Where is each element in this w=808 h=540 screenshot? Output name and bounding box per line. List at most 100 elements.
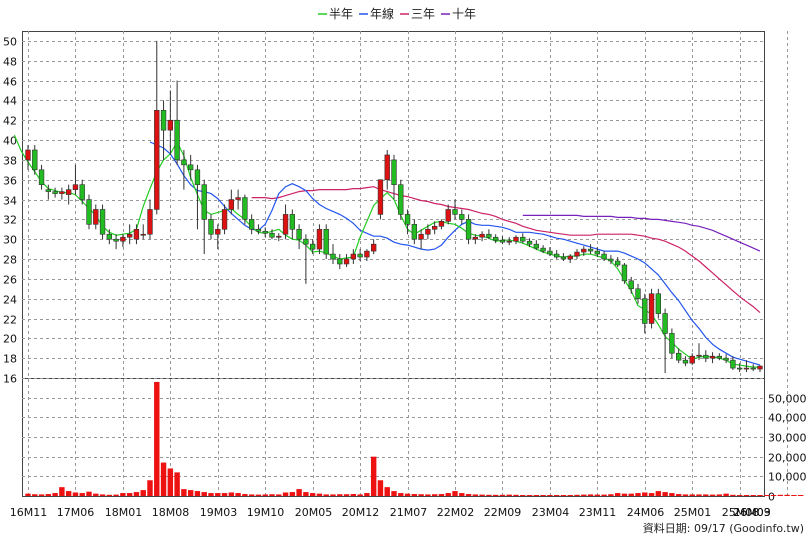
volume-bar [533, 495, 540, 496]
volume-bar [269, 494, 275, 496]
candle-body [459, 214, 465, 220]
volume-bar [45, 494, 52, 496]
x-tick-label: 22M09 [484, 506, 522, 519]
volume-tick-label: 50,000 [768, 393, 807, 406]
volume-bar [411, 494, 418, 496]
volume-bar [106, 494, 113, 496]
volume-bar [648, 493, 655, 496]
volume-bar [479, 494, 485, 496]
volume-bar [425, 494, 431, 496]
candle-body [201, 184, 207, 220]
candle-body [757, 365, 763, 370]
volume-bar [126, 493, 133, 496]
volume-bar [255, 494, 262, 496]
candle-body [242, 197, 248, 220]
candle-body [520, 236, 526, 242]
volume-bar [282, 492, 289, 496]
volume-bar [594, 494, 601, 496]
candle-body [730, 359, 736, 369]
candle-body [669, 333, 675, 354]
volume-bar [384, 487, 390, 496]
candle-body [587, 248, 594, 252]
x-tick-label: 21M07 [390, 506, 428, 519]
candle-body [614, 260, 621, 266]
volume-bar [370, 456, 377, 496]
price-tick-label: 30 [3, 234, 17, 247]
volume-bar [520, 495, 526, 496]
volume-bar [628, 493, 634, 496]
volume-bar [309, 493, 316, 496]
candle-body [79, 184, 85, 200]
price-tick-label: 34 [3, 195, 17, 208]
candle-body [404, 214, 411, 225]
volume-bar [438, 494, 445, 496]
volume-tick-label: 0 [768, 491, 775, 504]
volume-bar [526, 495, 533, 496]
candle-body [323, 228, 329, 255]
volume-bar [492, 494, 499, 496]
candle-body [445, 209, 451, 222]
volume-bar [398, 493, 404, 496]
volume-bar [25, 493, 31, 496]
volume-bar [770, 495, 777, 496]
candlesticks [25, 40, 763, 374]
candle-body [235, 197, 241, 200]
candle-body [377, 179, 384, 215]
x-tick-label: 24M06 [627, 506, 665, 519]
volume-bar [350, 494, 357, 496]
volume-tick-label: 30,000 [768, 432, 807, 445]
candle-body [513, 236, 519, 242]
volume-bar [228, 492, 235, 496]
candle-body [465, 219, 472, 240]
candle-body [208, 219, 214, 235]
volume-bar [201, 492, 207, 496]
candle-body [126, 233, 133, 238]
candle-body [255, 228, 262, 232]
x-tick-label: 23M11 [579, 506, 617, 519]
x-tick-label: 26M09 [733, 506, 771, 519]
volume-bar [72, 492, 79, 496]
volume-bar [581, 494, 587, 496]
candle-body [364, 250, 370, 258]
volume-bar [154, 381, 160, 496]
x-tick-label: 20M12 [342, 506, 380, 519]
candle-body [703, 354, 709, 359]
candle-body [52, 191, 58, 194]
candle-body [296, 228, 302, 240]
volume-bar [506, 494, 512, 496]
candle-body [540, 247, 546, 252]
x-tick-label: 22M02 [437, 506, 475, 519]
volume-bar [343, 494, 350, 496]
legend-label-1: 年線 [370, 6, 394, 21]
price-tick-label: 32 [3, 214, 17, 227]
volume-bar [635, 493, 641, 496]
candle-body [154, 110, 160, 210]
ma-half-year-line [13, 134, 760, 368]
volume-bar [174, 472, 180, 496]
candle-body [608, 258, 614, 262]
candle-body [303, 238, 309, 245]
volume-bar [709, 494, 716, 496]
volume-bar [93, 493, 99, 496]
volume-bar [445, 493, 451, 496]
volume-bar [181, 489, 187, 496]
candle-body [38, 169, 45, 185]
volume-bar [662, 492, 668, 496]
candle-body [506, 240, 512, 243]
candle-body [330, 253, 336, 260]
volume-bar [784, 494, 790, 496]
volume-bar [404, 493, 411, 496]
volume-bar [696, 494, 702, 496]
volume-bar [113, 494, 119, 496]
candle-body [567, 255, 573, 260]
volume-bar [248, 494, 255, 496]
volume-bar [208, 493, 214, 496]
candle-body [316, 228, 323, 250]
volume-bar [187, 490, 194, 496]
volume-bar [59, 487, 65, 496]
volume-bar [296, 489, 302, 496]
candle-body [452, 209, 458, 215]
candle-body [601, 253, 607, 260]
candle-body [370, 243, 377, 252]
candle-body [337, 258, 343, 265]
